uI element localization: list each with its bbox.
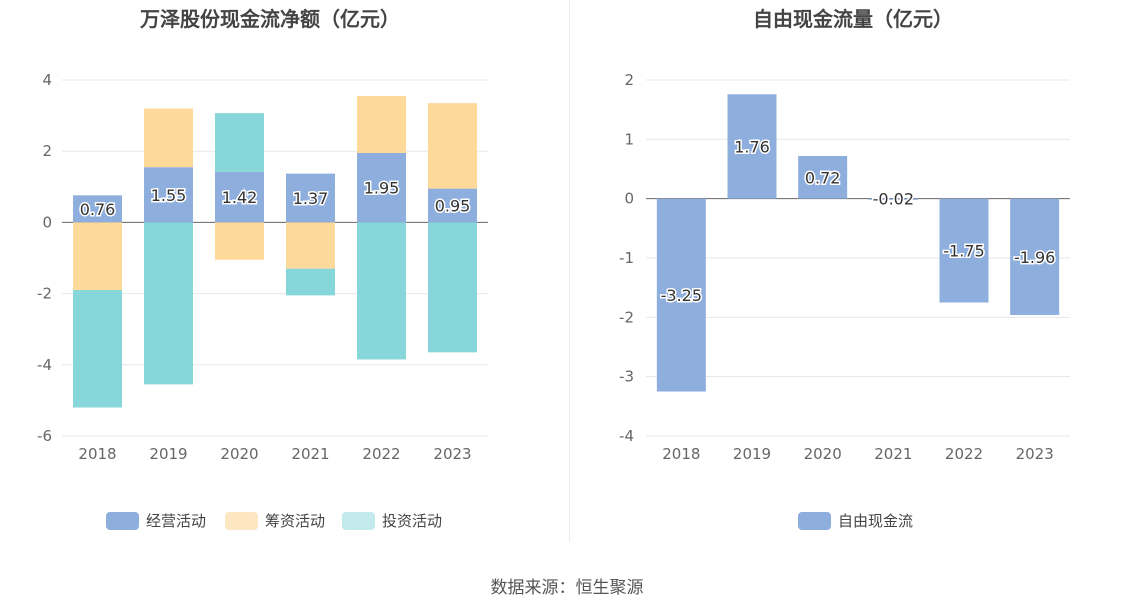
- bar-投资活动-2022: [357, 222, 406, 360]
- bar-经营活动-2022: [357, 152, 406, 223]
- chart-title: 万泽股份现金流净额（亿元）: [139, 7, 400, 31]
- bar-筹资活动-2021: [286, 222, 335, 269]
- legend-label: 筹资活动: [265, 512, 325, 530]
- x-tick-label: 2018: [78, 445, 116, 463]
- y-tick-label: -3: [619, 368, 634, 386]
- data-label: 1.95: [364, 179, 400, 198]
- y-tick-label: -2: [619, 308, 634, 326]
- legend-label: 经营活动: [146, 512, 206, 530]
- bar-投资活动-2020: [215, 113, 264, 172]
- bar-自由现金流-2020: [798, 155, 848, 199]
- legend-item-投资活动[interactable]: 投资活动: [342, 512, 442, 530]
- y-tick-label: -1: [619, 249, 634, 267]
- data-label: 1.42: [222, 188, 258, 207]
- bar-自由现金流-2022: [939, 198, 989, 303]
- x-tick-label: 2023: [1016, 445, 1054, 463]
- legend-swatch: [225, 512, 258, 530]
- bar-经营活动-2023: [428, 188, 477, 223]
- bar-经营活动-2021: [286, 173, 335, 223]
- y-tick-label: -4: [37, 356, 52, 374]
- data-label: 0.95: [435, 196, 471, 215]
- y-tick-label: -6: [37, 427, 52, 445]
- legend-label: 自由现金流: [838, 512, 913, 530]
- x-tick-label: 2022: [945, 445, 983, 463]
- x-tick-label: 2023: [433, 445, 471, 463]
- panel-divider: [569, 0, 570, 542]
- legend-swatch: [106, 512, 139, 530]
- chart-panel-1: 万泽股份现金流净额（亿元） 4 2 0 -2 -4 -6 2018 2019 2020 2021 20…: [37, 7, 488, 530]
- bar-筹资活动-2020: [215, 222, 264, 260]
- data-source-note: 数据来源：恒生聚源: [0, 573, 1134, 598]
- y-tick-label: 1: [624, 130, 634, 148]
- x-tick-label: 2019: [149, 445, 187, 463]
- legend-item-筹资活动[interactable]: 筹资活动: [225, 512, 325, 530]
- y-tick-label: -2: [37, 285, 52, 303]
- legend-item-经营活动[interactable]: 经营活动: [106, 512, 206, 530]
- y-tick-label: 0: [624, 190, 634, 208]
- data-label: -1.96: [1014, 248, 1055, 267]
- bar-筹资活动-2023: [428, 103, 477, 189]
- legend-swatch: [342, 512, 375, 530]
- y-tick-label: -4: [619, 427, 634, 445]
- x-tick-label: 2022: [362, 445, 400, 463]
- bar-经营活动-2018: [73, 195, 122, 223]
- y-tick-label: 2: [624, 71, 634, 89]
- y-tick-label: 4: [42, 71, 52, 89]
- x-tick-label: 2019: [733, 445, 771, 463]
- x-tick-label: 2020: [804, 445, 842, 463]
- legend-swatch: [798, 512, 831, 530]
- bar-投资活动-2019: [144, 222, 193, 385]
- bar-自由现金流-2018: [656, 198, 706, 392]
- bar-经营活动-2020: [215, 171, 264, 223]
- data-label: 1.76: [734, 137, 770, 156]
- legend-item-自由现金流[interactable]: 自由现金流: [798, 512, 913, 530]
- bar-筹资活动-2019: [144, 108, 193, 168]
- bar-投资活动-2021: [286, 268, 335, 296]
- data-label: 0.76: [80, 200, 116, 219]
- x-tick-label: 2020: [220, 445, 258, 463]
- data-label: -3.25: [661, 286, 702, 305]
- data-source-text: 数据来源：恒生聚源: [490, 578, 644, 598]
- x-tick-label: 2021: [874, 445, 912, 463]
- x-tick-label: 2018: [662, 445, 700, 463]
- data-label: 1.55: [151, 186, 187, 205]
- bar-筹资活动-2022: [357, 96, 406, 153]
- bar-投资活动-2018: [73, 290, 122, 408]
- data-label: -1.75: [943, 242, 984, 261]
- y-tick-label: 2: [42, 142, 52, 160]
- bar-筹资活动-2018: [73, 222, 122, 291]
- y-tick-label: 0: [42, 213, 52, 231]
- x-tick-label: 2021: [291, 445, 329, 463]
- bar-投资活动-2023: [428, 222, 477, 353]
- data-label: 0.72: [805, 168, 841, 187]
- data-label: 1.37: [293, 189, 329, 208]
- bar-自由现金流-2023: [1010, 198, 1060, 315]
- chart-panel-2: 自由现金流量（亿元） 2 1 0 -1 -2 -3 -4 2018 2019 2020 2021 202…: [619, 7, 1070, 530]
- bar-自由现金流-2019: [727, 94, 777, 199]
- legend-label: 投资活动: [382, 512, 442, 530]
- bar-自由现金流-2021: [868, 198, 918, 200]
- chart-title: 自由现金流量（亿元）: [753, 7, 953, 31]
- bar-经营活动-2019: [144, 167, 193, 223]
- data-label: -0.02: [873, 189, 914, 208]
